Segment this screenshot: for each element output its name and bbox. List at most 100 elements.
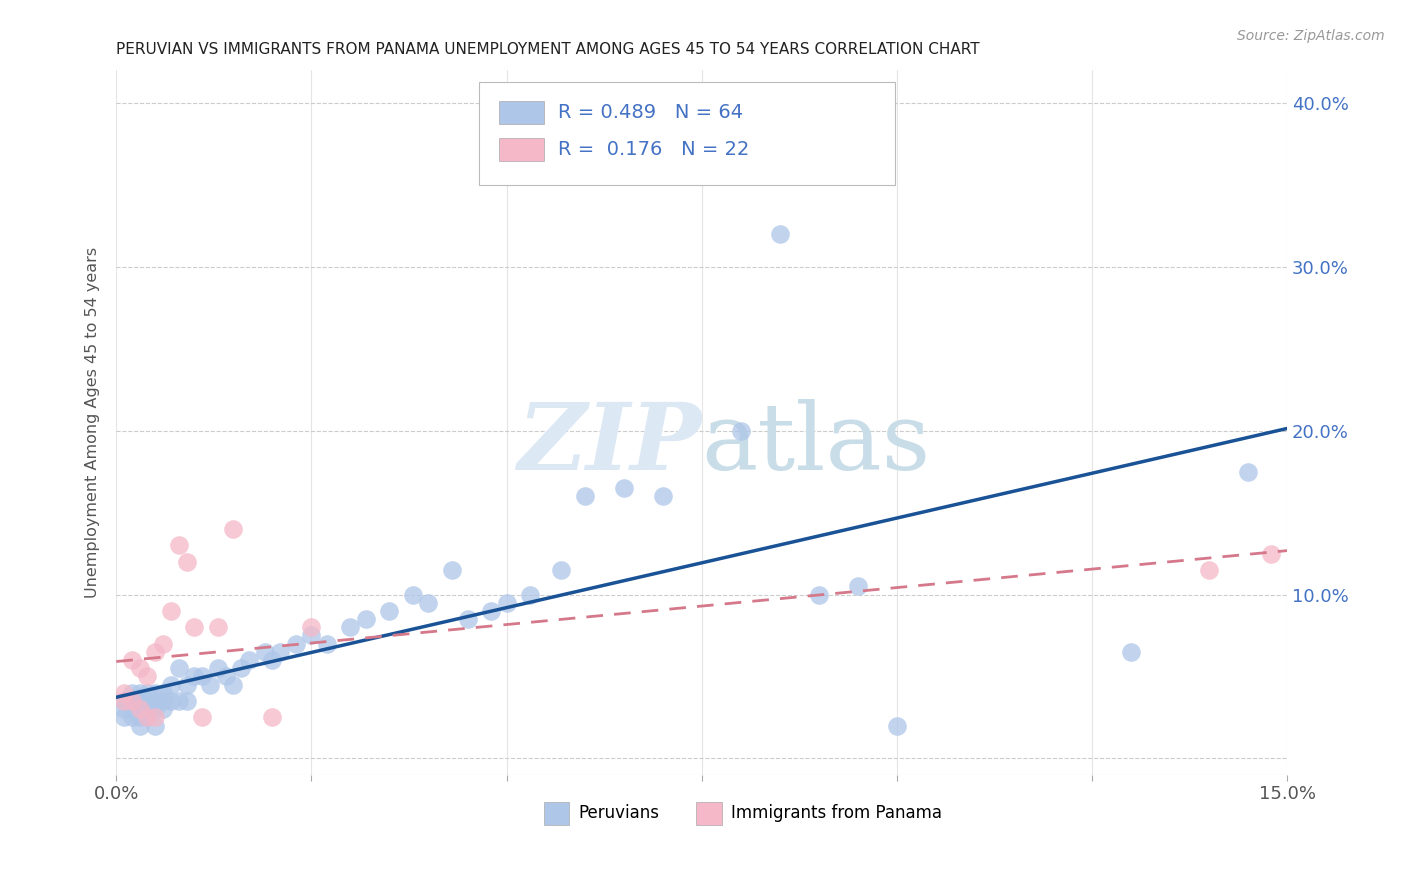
Point (152, 702, 174, 716)
Point (191, 669, 214, 683)
Point (198, 678, 221, 692)
Point (402, 588, 425, 602)
Point (807, 588, 830, 602)
Y-axis label: Unemployment Among Ages 45 to 54 years: Unemployment Among Ages 45 to 54 years (86, 247, 100, 599)
FancyBboxPatch shape (499, 138, 544, 161)
Point (160, 604, 183, 618)
Point (550, 563, 572, 577)
Point (136, 669, 159, 683)
Point (457, 612, 479, 626)
Text: Peruvians: Peruvians (579, 805, 659, 822)
Point (846, 579, 869, 593)
Point (574, 489, 596, 503)
Point (152, 637, 174, 651)
Point (136, 686, 159, 700)
Point (1237, 465, 1260, 479)
Point (231, 661, 253, 675)
Point (112, 694, 135, 708)
FancyBboxPatch shape (544, 802, 569, 825)
Point (121, 710, 143, 724)
Point (167, 538, 190, 552)
FancyBboxPatch shape (479, 82, 894, 185)
Point (262, 710, 284, 724)
Point (183, 669, 205, 683)
Point (160, 694, 183, 708)
Point (191, 710, 214, 724)
Point (651, 489, 673, 503)
Point (316, 637, 339, 651)
FancyBboxPatch shape (499, 102, 544, 124)
Point (128, 702, 150, 716)
Point (253, 645, 276, 659)
Point (284, 637, 307, 651)
Point (418, 596, 440, 610)
Point (160, 678, 183, 692)
Point (479, 604, 502, 618)
Point (262, 653, 284, 667)
Point (354, 612, 377, 626)
Point (143, 702, 166, 716)
Point (143, 645, 166, 659)
Point (128, 702, 150, 716)
Point (152, 686, 174, 700)
Point (299, 620, 322, 634)
Point (143, 694, 166, 708)
Point (730, 424, 752, 438)
Point (207, 620, 229, 634)
Point (167, 694, 190, 708)
Point (136, 694, 159, 708)
Point (214, 669, 236, 683)
Point (176, 555, 198, 569)
Point (112, 686, 135, 700)
Text: Immigrants from Panama: Immigrants from Panama (731, 805, 942, 822)
Text: atlas: atlas (702, 399, 931, 489)
Point (121, 653, 143, 667)
Point (207, 661, 229, 675)
Point (176, 678, 198, 692)
Point (269, 645, 291, 659)
Point (128, 710, 150, 724)
Text: R = 0.489   N = 64: R = 0.489 N = 64 (558, 103, 742, 122)
Point (167, 661, 190, 675)
Point (1198, 563, 1220, 577)
Point (238, 653, 260, 667)
Point (143, 718, 166, 732)
Text: PERUVIAN VS IMMIGRANTS FROM PANAMA UNEMPLOYMENT AMONG AGES 45 TO 54 YEARS CORREL: PERUVIAN VS IMMIGRANTS FROM PANAMA UNEMP… (117, 42, 980, 57)
Text: R =  0.176   N = 22: R = 0.176 N = 22 (558, 140, 749, 159)
Point (299, 628, 322, 642)
Point (121, 686, 143, 700)
Point (128, 694, 150, 708)
Point (222, 678, 245, 692)
Point (112, 694, 135, 708)
Point (440, 563, 463, 577)
Point (378, 604, 401, 618)
Point (121, 694, 143, 708)
Point (143, 710, 166, 724)
Point (112, 710, 135, 724)
Point (136, 710, 159, 724)
Point (128, 718, 150, 732)
Point (121, 694, 143, 708)
Text: ZIP: ZIP (517, 399, 702, 489)
Point (152, 694, 174, 708)
FancyBboxPatch shape (696, 802, 721, 825)
Point (495, 596, 517, 610)
Point (1260, 547, 1282, 561)
Point (112, 702, 135, 716)
Point (143, 686, 166, 700)
Point (769, 227, 792, 242)
Point (886, 718, 908, 732)
Point (339, 620, 361, 634)
Point (128, 661, 150, 675)
Text: Source: ZipAtlas.com: Source: ZipAtlas.com (1237, 29, 1385, 43)
Point (128, 686, 150, 700)
Point (183, 620, 205, 634)
Point (1119, 645, 1142, 659)
Point (136, 710, 159, 724)
Point (136, 702, 159, 716)
Point (121, 702, 143, 716)
Point (613, 481, 636, 495)
Point (222, 522, 245, 536)
Point (176, 694, 198, 708)
Point (519, 588, 541, 602)
